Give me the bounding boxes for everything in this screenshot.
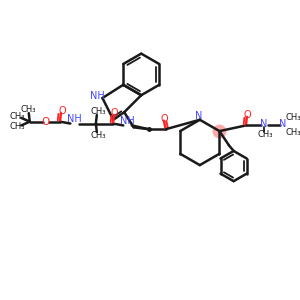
Text: CH₃: CH₃: [285, 113, 300, 122]
Text: O: O: [42, 117, 50, 127]
Text: CH₃: CH₃: [90, 131, 106, 140]
Text: N: N: [260, 119, 268, 130]
Text: O: O: [244, 110, 252, 120]
Text: NH: NH: [90, 91, 105, 101]
Text: CH₃: CH₃: [20, 105, 36, 114]
Text: N: N: [195, 111, 203, 121]
Text: CH₃: CH₃: [10, 122, 25, 131]
Text: CH₃: CH₃: [285, 128, 300, 137]
Text: O: O: [58, 106, 66, 116]
Text: NH: NH: [67, 114, 82, 124]
Text: CH₃: CH₃: [257, 130, 273, 140]
Text: N: N: [279, 119, 286, 130]
Text: O: O: [111, 108, 118, 118]
Text: NH: NH: [120, 116, 134, 126]
Text: O: O: [160, 114, 168, 124]
Text: CH₃: CH₃: [90, 107, 106, 116]
Text: CH₃: CH₃: [10, 112, 25, 122]
